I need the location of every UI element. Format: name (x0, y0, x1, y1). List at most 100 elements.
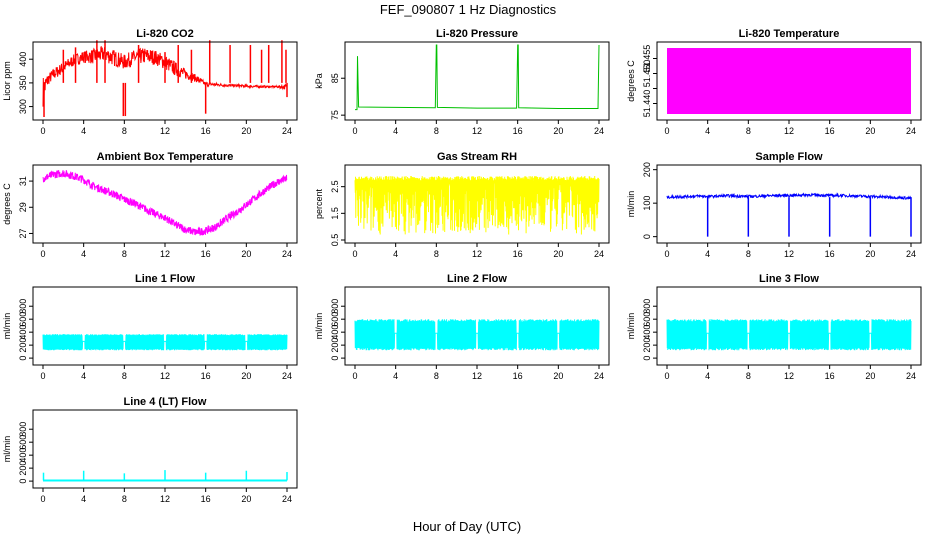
y-tick-label: 0 (18, 356, 28, 361)
series-marks (666, 192, 912, 237)
x-tick-label: 16 (825, 126, 835, 136)
y-tick-label: 800 (642, 299, 652, 314)
y-tick-label: 0 (642, 356, 652, 361)
x-tick-label: 16 (201, 126, 211, 136)
x-tick-label: 24 (594, 126, 604, 136)
panel-title: Line 2 Flow (447, 273, 507, 285)
y-tick-label: 350 (18, 75, 28, 90)
series-marks (42, 470, 288, 482)
series-line (42, 170, 288, 237)
series-line (42, 334, 288, 351)
x-tick-label: 4 (393, 126, 398, 136)
x-tick-label: 8 (434, 126, 439, 136)
x-tick-label: 8 (746, 371, 751, 381)
x-tick-label: 8 (746, 126, 751, 136)
x-tick-label: 4 (81, 371, 86, 381)
x-tick-label: 0 (40, 494, 45, 504)
x-tick-label: 24 (906, 249, 916, 259)
x-tick-label: 4 (393, 371, 398, 381)
series-line (666, 192, 912, 200)
x-tick-label: 4 (705, 371, 710, 381)
x-tick-label: 16 (513, 249, 523, 259)
figure-x-axis-label: Hour of Day (UTC) (413, 519, 521, 534)
series-marks (42, 40, 288, 117)
x-tick-label: 12 (784, 371, 794, 381)
x-tick-label: 4 (393, 249, 398, 259)
y-axis-label: degrees C (2, 183, 12, 225)
panel-title: Ambient Box Temperature (97, 151, 234, 163)
figure-title: FEF_090807 1 Hz Diagnostics (380, 2, 557, 17)
panel-9: Line 4 (LT) Flow ml/min 0 4 8 12 16 20 24 0 200400… (2, 396, 298, 504)
series-marks (355, 44, 600, 111)
y-tick-label: 400 (330, 325, 340, 340)
y-tick-label: 600 (18, 435, 28, 450)
x-tick-label: 12 (160, 249, 170, 259)
x-tick-label: 20 (241, 126, 251, 136)
x-tick-label: 4 (81, 494, 86, 504)
x-tick-label: 12 (160, 494, 170, 504)
plot-frame (32, 286, 298, 366)
x-tick-label: 12 (160, 371, 170, 381)
x-tick-label: 16 (513, 371, 523, 381)
x-tick-label: 8 (122, 494, 127, 504)
y-tick-label: 85 (330, 73, 340, 83)
series-marks (42, 334, 288, 351)
x-tick-label: 24 (906, 126, 916, 136)
y-tick-label: 200 (18, 461, 28, 476)
y-axis-label: kPa (314, 73, 324, 89)
x-tick-label: 12 (160, 126, 170, 136)
x-tick-label: 24 (282, 494, 292, 504)
x-tick-label: 0 (352, 371, 357, 381)
series-line (354, 319, 600, 351)
y-axis-label: ml/min (314, 313, 324, 340)
x-tick-label: 16 (825, 371, 835, 381)
x-tick-label: 8 (434, 249, 439, 259)
x-tick-label: 20 (241, 371, 251, 381)
panel-2: Li-820 Temperature degrees C 0 4 8 12 16 20 24 51… (626, 28, 922, 136)
panel-5: Sample Flow ml/min 0 4 8 12 16 20 24 0 100 200 (626, 151, 922, 259)
x-tick-label: 24 (594, 249, 604, 259)
panel-title: Gas Stream RH (437, 151, 517, 163)
x-tick-label: 12 (784, 126, 794, 136)
panel-3: Ambient Box Temperature degrees C 0 4 8 12 16 2… (2, 151, 298, 259)
x-tick-label: 8 (122, 126, 127, 136)
x-tick-label: 24 (594, 371, 604, 381)
x-tick-label: 24 (282, 126, 292, 136)
series-band (667, 48, 911, 114)
y-tick-label: 0 (642, 234, 652, 239)
x-tick-label: 20 (553, 371, 563, 381)
panel-title: Li-820 Pressure (436, 28, 518, 40)
y-tick-label: 300 (18, 99, 28, 114)
x-tick-label: 0 (40, 126, 45, 136)
y-tick-label: 51.450 (642, 60, 652, 88)
series-marks (354, 319, 600, 351)
y-tick-label: 600 (18, 312, 28, 327)
x-tick-label: 16 (513, 126, 523, 136)
y-tick-label: 0 (18, 479, 28, 484)
y-tick-label: 400 (18, 448, 28, 463)
y-tick-label: 200 (642, 338, 652, 353)
x-tick-label: 0 (40, 371, 45, 381)
x-tick-label: 12 (472, 126, 482, 136)
x-tick-label: 24 (906, 371, 916, 381)
series-marks (354, 175, 600, 235)
x-tick-label: 8 (746, 249, 751, 259)
y-tick-label: 600 (642, 312, 652, 327)
x-tick-label: 20 (865, 371, 875, 381)
y-axis-label: percent (314, 188, 324, 219)
x-tick-label: 24 (282, 249, 292, 259)
panel-4: Gas Stream RH percent 0 4 8 12 16 20 24 0.5 1.5 2.5 (314, 151, 610, 259)
series-marks (666, 319, 912, 351)
x-tick-label: 16 (201, 494, 211, 504)
x-tick-label: 8 (434, 371, 439, 381)
y-tick-label: 29 (18, 202, 28, 212)
x-tick-label: 12 (784, 249, 794, 259)
y-axis-label: degrees C (626, 60, 636, 102)
y-axis-label: ml/min (626, 191, 636, 218)
x-tick-label: 0 (352, 126, 357, 136)
x-tick-label: 20 (241, 249, 251, 259)
y-tick-label: 200 (18, 338, 28, 353)
x-tick-label: 0 (664, 371, 669, 381)
